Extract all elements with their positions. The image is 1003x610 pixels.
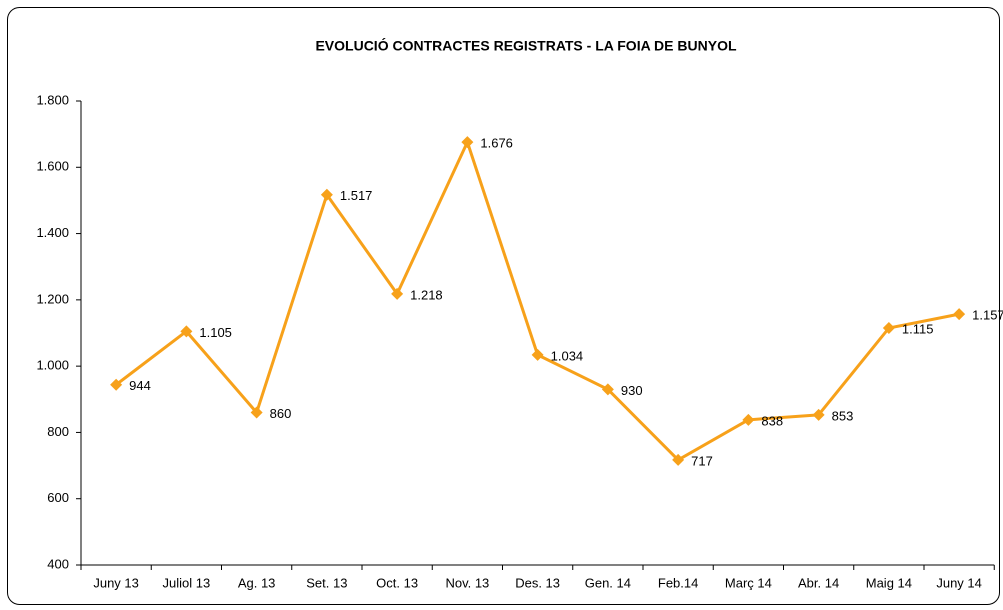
chart-title: EVOLUCIÓ CONTRACTES REGISTRATS - LA FOIA…: [315, 37, 736, 54]
marker: [531, 348, 544, 361]
marker: [391, 287, 404, 300]
x-tick-label: Des. 13: [515, 575, 560, 590]
data-label: 717: [691, 453, 713, 468]
data-label: 1.157: [972, 308, 1003, 323]
marker: [742, 413, 755, 426]
x-tick-label: Feb.14: [658, 575, 698, 590]
data-label: 1.115: [902, 321, 934, 336]
data-label: 930: [621, 383, 643, 398]
marker: [882, 322, 895, 335]
data-label: 1.105: [199, 325, 232, 340]
y-tick-label: 1.000: [36, 358, 69, 373]
y-tick-label: 600: [47, 490, 69, 505]
marker: [110, 378, 123, 391]
x-tick-label: Nov. 13: [445, 575, 489, 590]
x-tick-label: Març 14: [725, 575, 772, 590]
x-tick-label: Juny 13: [93, 575, 139, 590]
marker: [601, 383, 614, 396]
marker: [953, 308, 966, 321]
x-tick-label: Juny 14: [936, 575, 982, 590]
x-tick-label: Ag. 13: [238, 575, 276, 590]
data-label: 1.034: [551, 348, 584, 363]
x-tick-label: Oct. 13: [376, 575, 418, 590]
data-label: 860: [270, 406, 292, 421]
y-tick-label: 400: [47, 556, 69, 571]
chart-frame: [7, 7, 1000, 605]
data-label: 853: [832, 408, 854, 423]
marker: [320, 188, 333, 201]
x-tick-label: Gen. 14: [585, 575, 631, 590]
x-tick-label: Maig 14: [866, 575, 912, 590]
data-label: 1.517: [340, 188, 373, 203]
marker: [250, 406, 263, 419]
data-label: 1.676: [480, 136, 513, 151]
y-tick-label: 1.200: [36, 291, 69, 306]
data-label: 944: [129, 378, 151, 393]
y-tick-label: 800: [47, 424, 69, 439]
data-label: 838: [761, 413, 783, 428]
marker: [812, 408, 825, 421]
x-tick-label: Abr. 14: [798, 575, 839, 590]
marker: [180, 325, 193, 338]
data-label: 1.218: [410, 287, 443, 302]
x-tick-label: Juliol 13: [163, 575, 211, 590]
y-tick-label: 1.600: [36, 159, 69, 174]
marker: [461, 136, 474, 149]
x-tick-label: Set. 13: [306, 575, 347, 590]
y-tick-label: 1.400: [36, 225, 69, 240]
y-tick-label: 1.800: [36, 92, 69, 107]
marker: [672, 453, 685, 466]
